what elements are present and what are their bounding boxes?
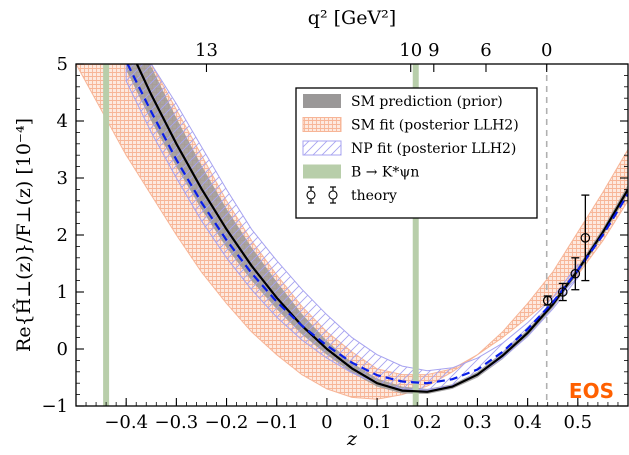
ticks-layer: −0.4 −0.3 −0.2 −0.1 0 0.1 0.2 0.3 0.4 0.5 −1 0 1 2 3 4 5… [41, 40, 629, 433]
psi-band-1 [412, 64, 419, 406]
theory-point-3 [580, 194, 591, 282]
legend-marker [306, 190, 316, 200]
x-axis-title: z [346, 428, 358, 450]
legend-swatch [302, 140, 342, 156]
top-tick-label: 13 [195, 40, 218, 61]
legend-entry-3: B → K*ψn [303, 164, 419, 181]
top-tick-label: 6 [480, 40, 491, 61]
theory-point-0 [542, 295, 553, 306]
x-tick-label: −0.2 [205, 412, 249, 433]
theory-marker [570, 268, 581, 279]
legend-swatch [302, 117, 342, 132]
x-tick-label: 0.5 [563, 412, 592, 433]
theory-marker [542, 295, 553, 306]
x-tick-label: 0.1 [363, 412, 392, 433]
legend: SM prediction (prior) SM fit (posterior L… [295, 87, 538, 219]
x-tick-label: 0.3 [463, 412, 492, 433]
lines-layer [126, 64, 628, 393]
y-tick-label: 0 [57, 339, 68, 360]
vlines-layer [103, 64, 548, 406]
legend-entry-4: theory [306, 186, 397, 204]
legend-label: B → K*ψn [351, 165, 419, 181]
legend-label: NP fit (posterior LLH2) [351, 141, 516, 157]
x-tick-label: 0 [321, 412, 332, 433]
series-line-blue-dashed [126, 64, 628, 385]
legend-label: SM fit (posterior LLH2) [351, 118, 519, 134]
legend-swatch [303, 94, 341, 108]
y-tick-label: −1 [41, 396, 68, 417]
theory-points-layer [542, 194, 591, 306]
top-tick-label: 0 [541, 40, 552, 61]
legend-marker [328, 190, 338, 200]
series-line-black-solid [135, 64, 628, 393]
psi-band-0 [103, 64, 110, 406]
top-axis-title: q² [GeV²] [308, 7, 396, 29]
y-tick-label: 1 [57, 282, 68, 303]
top-tick-label: 10 [399, 40, 422, 61]
brand-logo: EOS [569, 379, 614, 403]
theory-marker [557, 287, 568, 297]
legend-entry-1: SM fit (posterior LLH2) [302, 117, 519, 134]
x-tick-label: 0.4 [513, 412, 542, 433]
y-tick-label: 2 [57, 225, 68, 246]
top-tick-label: 9 [428, 40, 439, 61]
x-tick-label: 0.2 [413, 412, 442, 433]
theory-marker [580, 233, 591, 243]
y-tick-label: 3 [57, 168, 68, 189]
legend-label: theory [351, 188, 397, 204]
x-tick-label: −0.1 [255, 412, 299, 433]
legend-entry-0: SM prediction (prior) [303, 94, 503, 110]
legend-swatch [303, 164, 341, 179]
legend-label: SM prediction (prior) [351, 94, 503, 110]
x-tick-label: −0.4 [104, 412, 148, 433]
theory-point-1 [557, 282, 568, 302]
x-tick-label: −0.3 [155, 412, 199, 433]
y-axis-title: Re{Ĥ⊥(z)}/F⊥(z) [10⁻⁴] [12, 118, 35, 352]
theory-point-2 [570, 257, 581, 291]
y-tick-label: 5 [57, 54, 68, 75]
y-tick-label: 4 [57, 111, 68, 132]
legend-entry-2: NP fit (posterior LLH2) [302, 140, 516, 157]
